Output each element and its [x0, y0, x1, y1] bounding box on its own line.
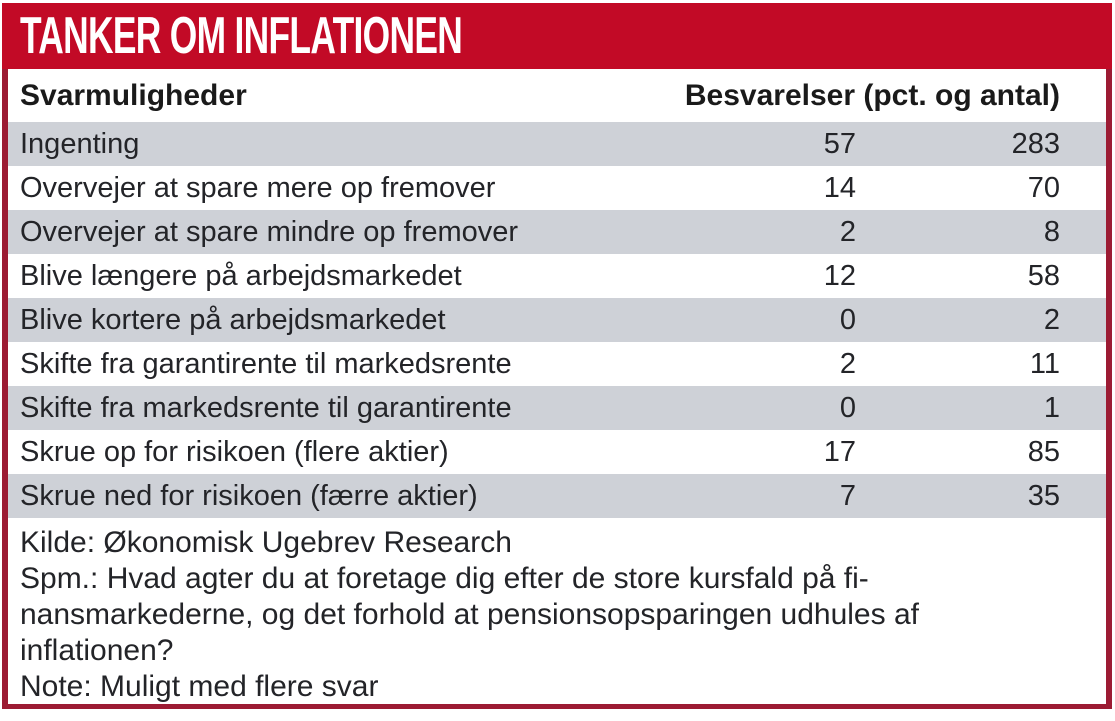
row-count-value: 35: [1027, 479, 1060, 512]
row-label: Ingenting: [20, 127, 140, 160]
question-line-1: Spm.: Hvad agter du at foretage dig efte…: [20, 562, 869, 595]
row-pct-value: 57: [823, 127, 856, 160]
row-pct-value: 12: [823, 259, 856, 292]
row-label: Blive længere på arbejdsmarkedet: [20, 259, 462, 292]
table-row: Blive længere på arbejdsmarkedet 12 58: [8, 254, 1106, 298]
question-line-2: nansmarkederne, og det forhold at pensio…: [20, 598, 919, 631]
table-frame: Svarmuligheder Besvarelser (pct. og anta…: [2, 69, 1112, 709]
column-header-answers: Svarmuligheder: [20, 78, 247, 112]
row-pct-value: 14: [823, 171, 856, 204]
source-line: Kilde: Økonomisk Ugebrev Research: [20, 526, 512, 559]
row-count-value: 283: [1011, 127, 1060, 160]
row-label: Blive kortere på arbejdsmarkedet: [20, 303, 446, 336]
row-pct-value: 2: [839, 215, 856, 248]
table-row: Blive kortere på arbejdsmarkedet 0 2: [8, 298, 1106, 342]
row-pct-value: 17: [823, 435, 856, 468]
row-count-value: 70: [1027, 171, 1060, 204]
row-pct-value: 0: [839, 391, 856, 424]
table-header-row: Svarmuligheder Besvarelser (pct. og anta…: [8, 69, 1106, 122]
row-pct-value: 0: [839, 303, 856, 336]
table-row: Ingenting 57 283: [8, 122, 1106, 166]
table-row: Skifte fra markedsrente til garantirente…: [8, 386, 1106, 430]
table-footer: Kilde: Økonomisk Ugebrev Research Spm.: …: [8, 518, 1106, 704]
table-row: Overvejer at spare mere op fremover 14 7…: [8, 166, 1106, 210]
row-label: Skrue ned for risikoen (færre aktier): [20, 479, 478, 512]
table-row: Skrue ned for risikoen (færre aktier) 7 …: [8, 474, 1106, 518]
table-row: Skrue op for risikoen (flere aktier) 17 …: [8, 430, 1106, 474]
title-banner: TANKER OM INFLATIONEN: [2, 3, 1112, 69]
row-pct-value: 2: [839, 347, 856, 380]
row-label: Overvejer at spare mindre op fremover: [20, 215, 519, 248]
row-count-value: 58: [1027, 259, 1060, 292]
row-label: Skifte fra garantirente til markedsrente: [20, 347, 512, 380]
row-count-value: 1: [1043, 391, 1060, 424]
note-line: Note: Muligt med flere svar: [20, 670, 379, 703]
row-label: Overvejer at spare mere op fremover: [20, 171, 496, 204]
row-label: Skrue op for risikoen (flere aktier): [20, 435, 449, 468]
row-pct-value: 7: [839, 479, 856, 512]
table-row: Skifte fra garantirente til markedsrente…: [8, 342, 1106, 386]
page-title: TANKER OM INFLATIONEN: [20, 7, 463, 65]
row-count-value: 2: [1043, 303, 1060, 336]
row-count-value: 8: [1043, 215, 1060, 248]
row-label: Skifte fra markedsrente til garantirente: [20, 391, 512, 424]
row-count-value: 85: [1027, 435, 1060, 468]
question-line-3: inflationen?: [20, 634, 174, 667]
column-header-responses: Besvarelser (pct. og antal): [684, 78, 1060, 112]
infographic-panel: TANKER OM INFLATIONEN Svarmuligheder Bes…: [2, 3, 1112, 709]
row-count-value: 11: [1029, 347, 1060, 380]
table-row: Overvejer at spare mindre op fremover 2 …: [8, 210, 1106, 254]
